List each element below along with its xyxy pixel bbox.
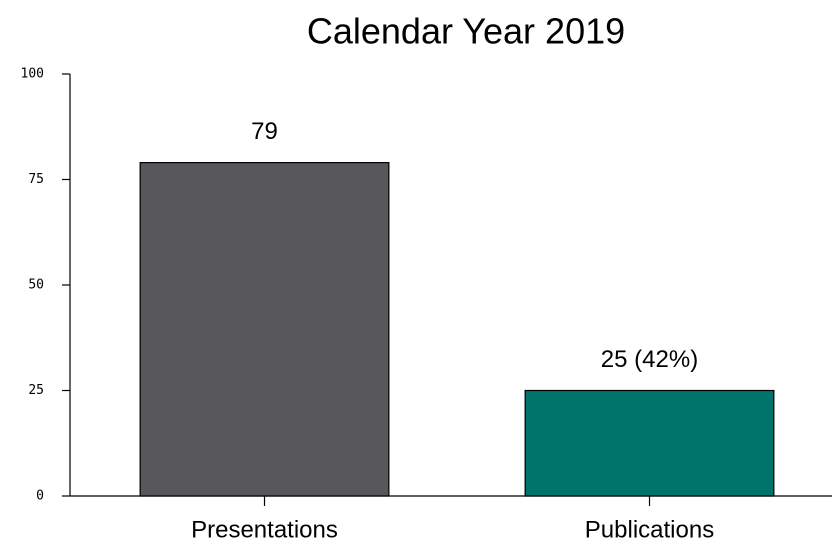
- y-tick-label: 100: [21, 67, 44, 82]
- bar: [139, 162, 390, 497]
- y-tick-label: 0: [36, 489, 44, 504]
- bar: [524, 389, 775, 497]
- chart-title: Calendar Year 2019: [307, 11, 625, 52]
- y-tick-label: 75: [28, 172, 44, 187]
- y-tick-label: 50: [28, 278, 44, 293]
- y-tick-label: 25: [28, 383, 44, 398]
- x-tick-label: Presentations: [191, 516, 338, 543]
- value-label: 79: [251, 118, 278, 145]
- value-label: 25 (42%): [601, 346, 698, 373]
- x-tick-label: Publications: [585, 516, 714, 543]
